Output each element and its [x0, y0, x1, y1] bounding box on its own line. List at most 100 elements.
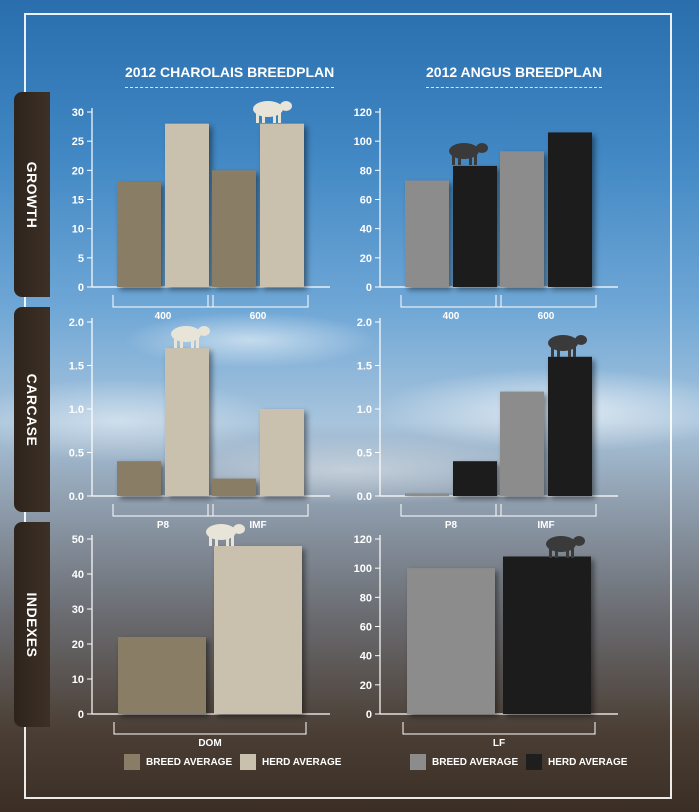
- cow-leg: [226, 536, 229, 546]
- category-bracket: [112, 295, 214, 308]
- side-tab-indexes: INDEXES: [14, 522, 50, 727]
- cow-leg: [262, 113, 265, 123]
- y-tick-label: 1.5: [357, 361, 372, 373]
- y-tick-label: 50: [72, 534, 84, 546]
- legend-charolais-breed: BREED AVERAGE: [124, 752, 232, 772]
- legend-label: HERD AVERAGE: [548, 756, 628, 768]
- cow-leg: [278, 113, 281, 123]
- legend-angus-herd: HERD AVERAGE: [526, 752, 627, 772]
- y-tick-label: 0: [78, 709, 84, 721]
- y-tick-label: 10: [72, 674, 84, 686]
- cow-leg: [215, 536, 218, 546]
- x-tick-label: DOM: [198, 738, 221, 749]
- bar-imf-breed: [212, 478, 256, 496]
- y-tick-label: 40: [360, 224, 372, 236]
- y-tick-label: 30: [72, 107, 84, 119]
- angus-bull-icon: [449, 143, 488, 165]
- y-tick-label: 25: [72, 136, 84, 148]
- angus-bull-icon: [548, 335, 587, 357]
- charolais-bull-icon: [206, 524, 245, 546]
- bar-600-herd: [260, 123, 304, 288]
- x-tick-label: P8: [445, 520, 458, 531]
- y-tick-label: 80: [360, 592, 372, 604]
- chart-charolais-carcase: 0.0 0.5 1.0 1.5 2.0 P8 IMF: [69, 317, 330, 531]
- y-tick-label: 0.5: [357, 448, 372, 460]
- bar-p8-breed: [405, 493, 449, 496]
- legend-angus-breed: BREED AVERAGE: [410, 752, 518, 772]
- bar-imf-breed: [500, 391, 544, 496]
- y-tick-label: 100: [354, 136, 372, 148]
- cow-leg: [196, 338, 199, 348]
- category-bracket: [495, 295, 597, 308]
- y-tick-label: 0.0: [357, 491, 372, 503]
- cow-leg: [557, 347, 560, 357]
- y-tick-label: 120: [354, 534, 372, 546]
- legend-swatch: [410, 754, 426, 770]
- y-tick-label: 20: [360, 680, 372, 692]
- chart-charolais-indexes: 0 10 20 30 40 50 DOM: [72, 534, 330, 749]
- y-tick-label: 0.5: [69, 448, 84, 460]
- bar-400-herd: [165, 123, 209, 288]
- cow-leg: [469, 155, 472, 165]
- cow-head: [280, 101, 292, 111]
- cow-leg: [174, 338, 177, 348]
- category-bracket: [207, 295, 309, 308]
- cow-head: [233, 524, 245, 534]
- y-tick-label: 0: [78, 282, 84, 294]
- category-bracket: [495, 504, 597, 517]
- bar-imf-herd: [548, 356, 592, 496]
- y-tick-label: 20: [360, 253, 372, 265]
- x-tick-label: P8: [157, 520, 170, 531]
- y-tick-label: 60: [360, 622, 372, 634]
- cow-head: [575, 335, 587, 345]
- angus-title: 2012 ANGUS BREEDPLAN: [426, 64, 603, 88]
- cow-head: [476, 143, 488, 153]
- cow-leg: [571, 548, 574, 558]
- x-tick-label: LF: [493, 738, 505, 749]
- x-tick-label: 600: [538, 311, 555, 322]
- x-tick-label: 400: [155, 311, 172, 322]
- y-tick-label: 10: [72, 224, 84, 236]
- y-tick-label: 120: [354, 107, 372, 119]
- cow-leg: [549, 548, 552, 558]
- y-tick-label: 5: [78, 253, 84, 265]
- bar-400-breed: [117, 182, 161, 287]
- y-tick-label: 1.5: [69, 361, 84, 373]
- x-tick-label: IMF: [249, 520, 266, 531]
- bar-dom-herd: [214, 546, 302, 714]
- bar-400-herd: [453, 165, 497, 287]
- chart-angus-growth: 0 20 40 60 80 100 120 400 600: [354, 107, 618, 322]
- bar-600-breed: [500, 151, 544, 287]
- bar-p8-herd: [453, 461, 497, 496]
- bar-600-herd: [548, 132, 592, 287]
- category-bracket: [400, 504, 502, 517]
- side-tab-growth: GROWTH: [14, 92, 50, 297]
- y-tick-label: 1.0: [357, 404, 372, 416]
- y-tick-label: 40: [72, 569, 84, 581]
- angus-bull-icon: [546, 536, 585, 558]
- legend-label: HERD AVERAGE: [262, 756, 342, 768]
- bar-imf-herd: [260, 409, 304, 496]
- cow-leg: [566, 548, 569, 558]
- bar-p8-herd: [165, 348, 209, 496]
- y-tick-label: 0: [366, 709, 372, 721]
- cow-leg: [209, 536, 212, 546]
- x-tick-label: IMF: [537, 520, 554, 531]
- bar-lf-breed: [407, 568, 495, 714]
- cow-leg: [474, 155, 477, 165]
- cow-leg: [231, 536, 234, 546]
- cow-head: [573, 536, 585, 546]
- x-tick-label: 400: [443, 311, 460, 322]
- cow-leg: [555, 548, 558, 558]
- legend-swatch: [240, 754, 256, 770]
- category-bracket: [402, 722, 596, 735]
- category-bracket: [112, 504, 214, 517]
- cow-leg: [256, 113, 259, 123]
- cow-leg: [458, 155, 461, 165]
- cow-leg: [568, 347, 571, 357]
- legend-swatch: [526, 754, 542, 770]
- legend-label: BREED AVERAGE: [146, 756, 233, 768]
- y-tick-label: 20: [72, 639, 84, 651]
- charolais-bull-icon: [171, 326, 210, 348]
- y-tick-label: 15: [72, 195, 84, 207]
